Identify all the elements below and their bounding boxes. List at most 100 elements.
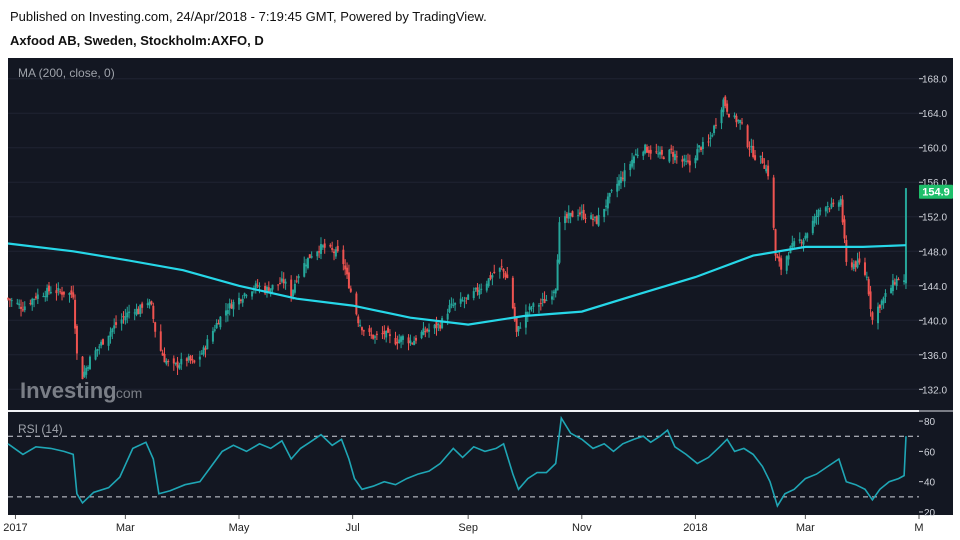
candle-body [241, 298, 244, 303]
candle-body [828, 208, 831, 210]
candle-body [526, 312, 529, 315]
price-tick-label: 168.0 [922, 75, 947, 86]
price-axis-background [919, 58, 953, 515]
candle-body [36, 294, 39, 299]
candle-body [722, 99, 725, 113]
candle-body [357, 316, 360, 324]
price-tick-label: 164.0 [922, 109, 947, 120]
candle-body [709, 137, 712, 140]
candle-body [485, 283, 488, 291]
candle-body [530, 307, 533, 309]
candle-body [498, 267, 501, 272]
candle-body [793, 241, 796, 247]
candle-body [565, 213, 568, 219]
candle-body [550, 296, 553, 300]
candle-body [748, 148, 751, 150]
candle-body [295, 280, 298, 282]
candle-body [858, 258, 861, 263]
candle-body [871, 312, 874, 320]
candle-body [724, 96, 727, 107]
time-tick-label: Nov [572, 522, 592, 534]
rsi-tick-label: 20 [924, 508, 936, 519]
candle-body [605, 205, 608, 207]
candle-body [701, 141, 704, 150]
candle-body [49, 292, 52, 294]
candle-body [491, 275, 494, 278]
candle-body [224, 310, 227, 316]
candle-body [401, 336, 404, 340]
candle-body [414, 337, 417, 341]
candle-body [657, 153, 660, 155]
candle-body [277, 284, 280, 286]
candle-body [75, 325, 78, 354]
candle-body [120, 319, 123, 324]
candle-body [787, 255, 790, 260]
candle-body [34, 296, 37, 299]
candle-body [137, 308, 140, 315]
candle-body [513, 306, 516, 321]
candle-body [890, 287, 893, 294]
candle-body [511, 277, 514, 309]
candle-body [711, 135, 714, 137]
candle-body [359, 324, 362, 326]
candle-body [21, 309, 24, 311]
candle-body [297, 276, 300, 279]
candle-body [741, 122, 744, 124]
candle-body [334, 249, 337, 257]
candle-body [897, 279, 900, 281]
candle-body [411, 343, 414, 345]
candle-body [85, 367, 88, 375]
candle-body [776, 256, 779, 259]
candle-body [360, 327, 363, 331]
candle-body [642, 151, 645, 156]
candle-body [256, 285, 259, 287]
time-tick-label: Sep [458, 522, 478, 534]
candle-body [29, 303, 32, 305]
candle-body [265, 286, 268, 293]
candle-body [606, 196, 609, 209]
candle-body [798, 239, 801, 242]
candle-body [832, 202, 835, 205]
ma-200-line [7, 242, 907, 326]
candle-body [569, 212, 572, 216]
candle-body [146, 303, 149, 305]
candle-body [893, 282, 896, 285]
candle-body [407, 337, 410, 344]
candle-body [109, 331, 112, 337]
price-tick-label: 132.0 [922, 385, 947, 396]
candle-body [735, 115, 738, 123]
candle-body [686, 160, 689, 162]
watermark-suffix: .com [112, 385, 142, 401]
instrument-title: Axfood AB, Sweden, Stockholm:AXFO, D [10, 33, 264, 48]
candle-body [441, 318, 444, 329]
candle-body [232, 301, 235, 310]
candle-body [489, 275, 492, 280]
candle-body [634, 153, 637, 156]
candle-body [323, 243, 326, 248]
candle-body [211, 330, 214, 342]
candle-body [700, 147, 703, 151]
candle-body [474, 288, 477, 290]
candle-body [16, 302, 19, 304]
candle-body [478, 290, 481, 295]
candle-body [72, 292, 75, 298]
candle-body [660, 149, 663, 155]
candle-body [746, 125, 749, 148]
candle-body [515, 317, 518, 333]
candle-body [655, 151, 658, 153]
candle-body [230, 304, 233, 309]
candle-body [865, 276, 868, 278]
candle-body [733, 115, 736, 118]
candle-body [454, 303, 457, 305]
candle-body [347, 272, 350, 289]
candle-body [448, 305, 451, 313]
candle-body [167, 361, 170, 363]
candle-body [267, 287, 270, 292]
rsi-indicator-label: RSI (14) [18, 422, 63, 436]
candle-body [826, 206, 829, 208]
candle-body [308, 254, 311, 259]
candle-body [791, 242, 794, 248]
candle-body [688, 160, 691, 166]
candle-body [44, 296, 47, 298]
candle-body [852, 263, 855, 269]
